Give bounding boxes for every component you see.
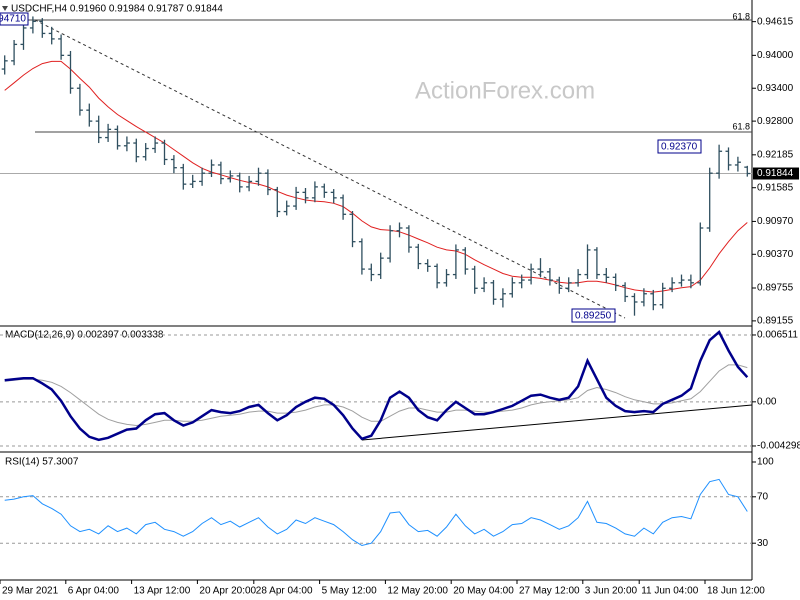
- x-tick-label: 6 Apr 04:00: [68, 586, 120, 597]
- header-icon: [2, 6, 8, 11]
- chart-title: USDCHF,H4 0.91960 0.91984 0.91787 0.9184…: [11, 4, 223, 15]
- x-tick-label: 11 Jun 04:00: [641, 586, 699, 597]
- macd-line: [4, 330, 749, 442]
- y-tick-label: -0.004298: [757, 441, 800, 452]
- y-tick-label: 0.94000: [757, 50, 794, 61]
- y-tick-label: 0.92800: [757, 116, 794, 127]
- annotation: 0.92370: [661, 142, 698, 153]
- y-tick-label: 0.00: [757, 396, 777, 407]
- x-tick-label: 3 Jun 20:00: [585, 586, 638, 597]
- x-tick-label: 20 Apr 20:00: [199, 586, 256, 597]
- y-tick-label: 0.89755: [757, 283, 794, 294]
- annotation: 0.94710: [0, 14, 26, 25]
- x-tick-label: 18 Jun 12:00: [707, 586, 765, 597]
- y-tick-label: 0.89155: [757, 316, 794, 327]
- annotation-box: [571, 308, 616, 323]
- annotation: 0.89250: [575, 311, 612, 322]
- x-tick-label: 27 May 12:00: [519, 586, 580, 597]
- x-tick-label: 20 May 04:00: [453, 586, 514, 597]
- x-tick-label: 13 Apr 12:00: [134, 586, 191, 597]
- annotation: 61.8: [732, 11, 750, 21]
- x-tick-label: 12 May 20:00: [387, 586, 448, 597]
- x-tick-label: 28 Apr 04:00: [256, 586, 313, 597]
- y-tick-label: 0.90370: [757, 249, 794, 260]
- annotation-box: [0, 12, 29, 26]
- y-tick-label: 0.006511: [757, 330, 798, 341]
- y-tick-label: 0.92185: [757, 149, 794, 160]
- macd-trend-line: [361, 404, 753, 441]
- y-tick-label: 0.94615: [757, 16, 794, 27]
- y-tick-label: 30: [757, 538, 769, 549]
- moving-average: [4, 60, 748, 293]
- rsi-title: RSI(14) 57.3007: [5, 457, 79, 468]
- watermark: ActionForex.com: [415, 77, 595, 104]
- y-tick-label: 70: [757, 491, 769, 502]
- x-tick-label: 5 May 12:00: [322, 586, 377, 597]
- y-tick-label: 0.91585: [757, 182, 794, 193]
- y-tick-label: 0.90970: [757, 216, 794, 227]
- rsi-line: [4, 478, 748, 547]
- annotation: 61.8: [732, 121, 750, 131]
- y-tick-label: 100: [757, 457, 774, 468]
- y-tick-label: 0.93400: [757, 83, 794, 94]
- annotation-box: [657, 139, 702, 154]
- signal-line: [4, 364, 748, 427]
- last-price-box: [753, 167, 799, 180]
- trend-line: [34, 19, 626, 319]
- x-tick-label: 29 Mar 2021: [2, 586, 59, 597]
- last-price-label: 0.91844: [757, 168, 794, 179]
